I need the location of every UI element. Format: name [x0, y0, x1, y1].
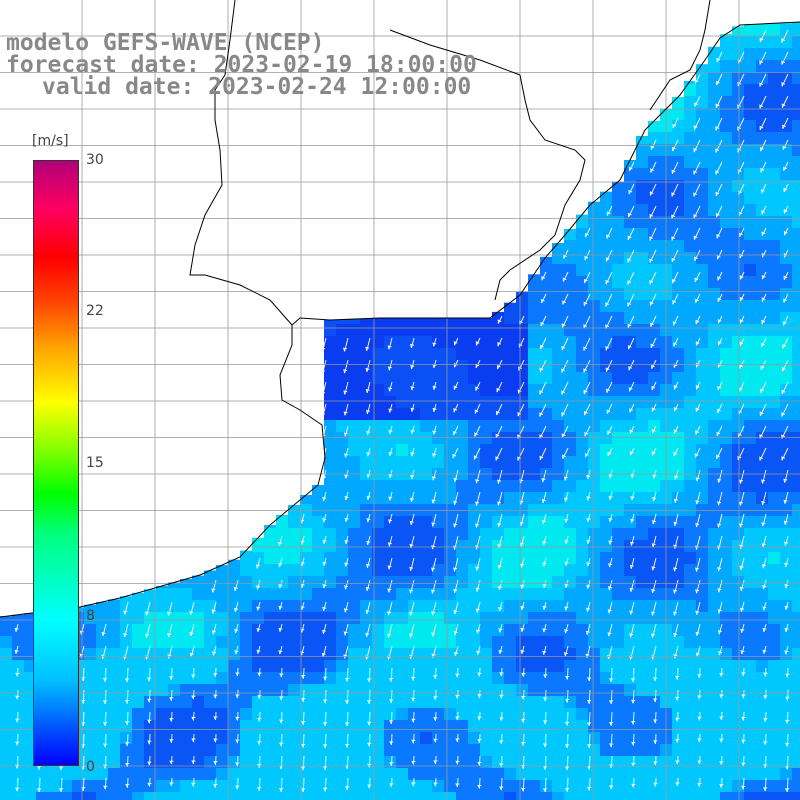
- valid-date: valid date: 2023-02-24 12:00:00: [42, 74, 472, 100]
- model-title: modelo GEFS-WAVE (NCEP): [6, 30, 325, 56]
- colorbar-tick-8: 8: [86, 608, 95, 624]
- forecast-date: forecast date: 2023-02-19 18:00:00: [6, 52, 477, 78]
- wind-speed-field: [0, 22, 800, 800]
- colorbar-tick-15: 15: [86, 455, 104, 471]
- colorbar-tick-22: 22: [86, 303, 104, 319]
- colorbar-unit: [m/s]: [32, 133, 69, 149]
- wind-vectors: [14, 29, 790, 793]
- colorbar: [33, 160, 79, 766]
- coastline: [0, 0, 800, 618]
- colorbar-tick-0: 0: [86, 759, 95, 775]
- colorbar-tick-30: 30: [86, 152, 104, 168]
